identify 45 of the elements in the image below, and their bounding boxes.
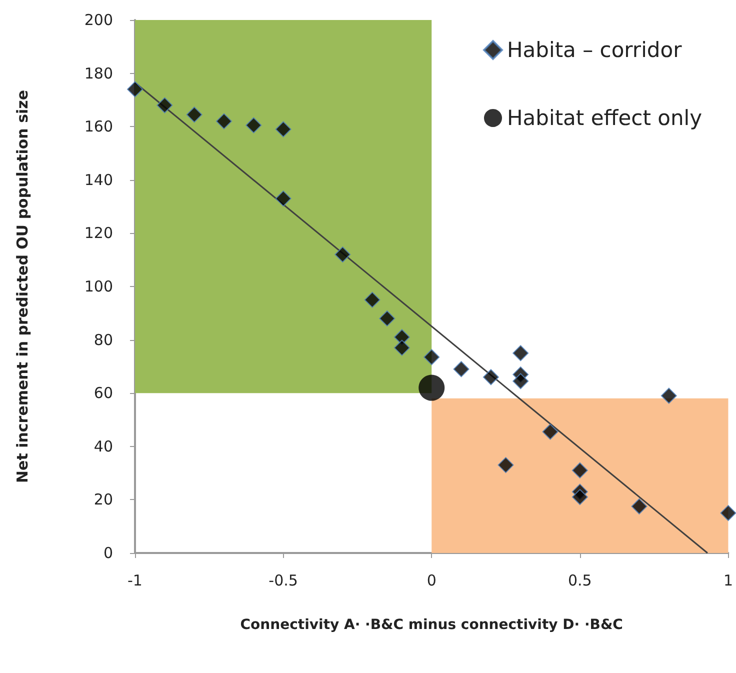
point [394, 329, 410, 346]
x-axis-title: Connectivity A· ·B&C minus connectivity D· ·B&C [240, 617, 623, 633]
point [418, 374, 445, 401]
y-tick-label: 180 [84, 64, 113, 82]
point [660, 388, 677, 404]
point [156, 97, 173, 114]
point [186, 106, 202, 123]
point [364, 292, 380, 308]
x-tick-label: 1 [723, 572, 733, 590]
y-tick-label: 200 [84, 11, 113, 29]
point [334, 246, 351, 263]
point [512, 373, 529, 390]
point [720, 505, 736, 522]
y-tick-label: 100 [84, 278, 113, 296]
point [572, 462, 588, 478]
point [482, 369, 499, 386]
y-tick-label: 20 [94, 490, 113, 509]
point [424, 349, 440, 366]
point [631, 498, 648, 514]
point [542, 424, 558, 440]
x-tick-label: 0 [426, 572, 436, 590]
y-tick-label: 80 [94, 330, 113, 349]
point [216, 113, 232, 130]
point [127, 81, 143, 98]
point [275, 190, 292, 207]
y-tick-label: 120 [84, 224, 113, 242]
y-axis-title: Net increment in predicted OU population size [14, 90, 32, 484]
x-tick-label: -0.5 [268, 572, 298, 590]
y-tick-label: 140 [84, 170, 113, 189]
x-tick-label: 0.5 [568, 572, 592, 590]
point [572, 489, 588, 506]
point [379, 310, 396, 326]
point [246, 117, 262, 134]
y-tick-label: 160 [84, 118, 113, 136]
x-tick-label: -1 [128, 572, 142, 590]
y-tick-label: 0 [103, 544, 113, 562]
point [394, 340, 410, 356]
y-tick-label: 60 [94, 384, 113, 402]
point [498, 457, 514, 474]
legend-label: Habitat effect only [507, 106, 702, 130]
point [512, 345, 529, 362]
y-tick-label: 40 [94, 437, 113, 456]
legend-label: Habita – corridor [507, 38, 682, 62]
point [453, 361, 470, 378]
point [275, 121, 292, 138]
